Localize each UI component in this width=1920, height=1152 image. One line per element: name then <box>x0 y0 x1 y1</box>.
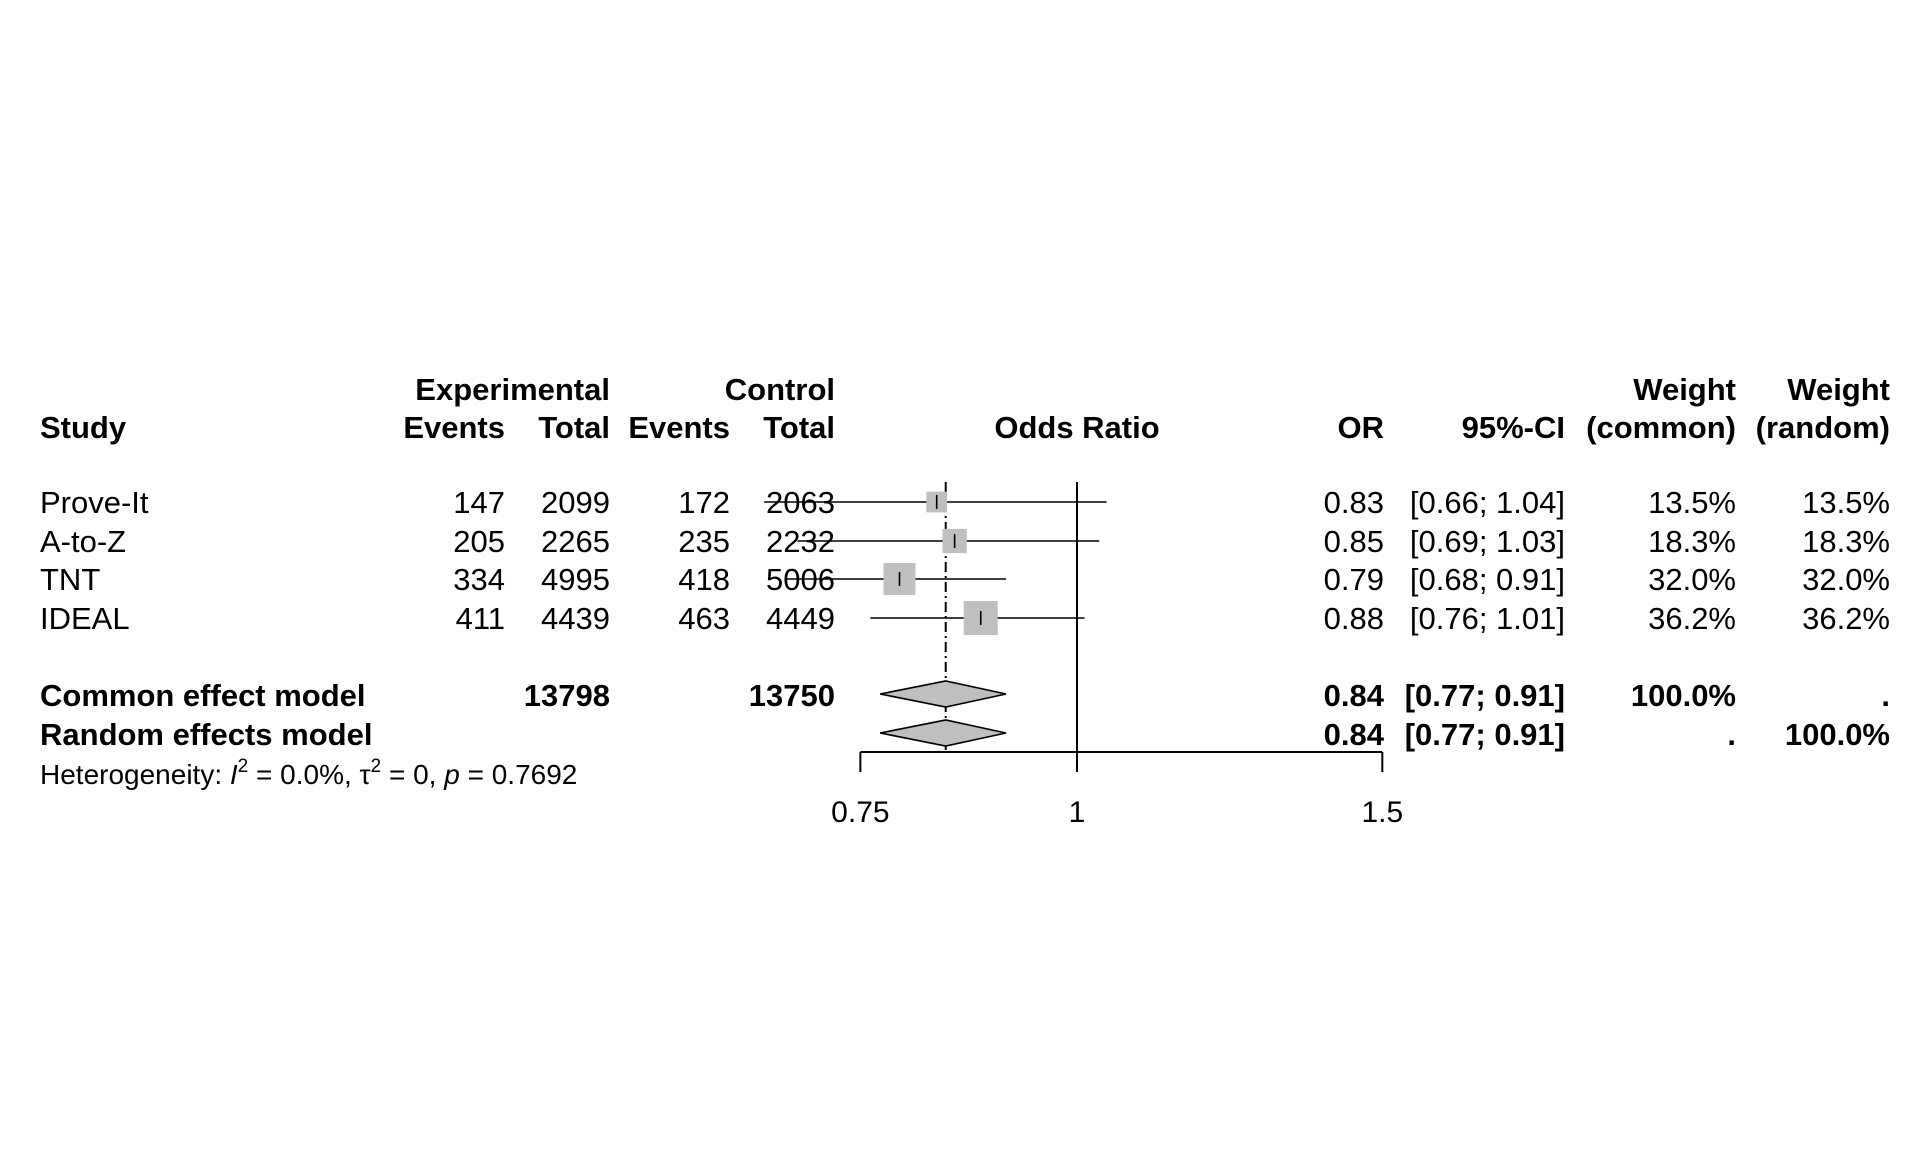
pooled-rows: Common effect model 13798 13750 0.84 [0.… <box>40 678 1890 752</box>
header-weight-common: Weight <box>1633 372 1736 407</box>
exp-events: 205 <box>453 524 505 559</box>
exp-total: 4995 <box>541 562 610 597</box>
het-p-symbol: p <box>443 759 460 790</box>
or-value: 0.85 <box>1324 524 1384 559</box>
header-ctrl-total: Total <box>763 410 835 445</box>
het-tau-symbol: τ <box>360 759 371 790</box>
or-value: 0.79 <box>1324 562 1384 597</box>
column-headers: Study Experimental Events Total Control … <box>40 372 1890 445</box>
weight-common: 13.5% <box>1648 485 1736 520</box>
pooled-name: Random effects model <box>40 717 372 752</box>
ci-value: [0.68; 0.91] <box>1410 562 1565 597</box>
study-name: A-to-Z <box>40 524 126 559</box>
plot-marks <box>764 482 1107 752</box>
random-effects-row: Random effects model 0.84 [0.77; 0.91] .… <box>40 717 1890 752</box>
pooled-weight-random: . <box>1881 678 1890 713</box>
ci-value: [0.66; 1.04] <box>1410 485 1565 520</box>
pooled-diamond <box>880 680 1007 708</box>
weight-common: 18.3% <box>1648 524 1736 559</box>
ctrl-events: 463 <box>678 601 730 636</box>
ctrl-events: 172 <box>678 485 730 520</box>
pooled-name: Common effect model <box>40 678 366 713</box>
study-name: Prove-It <box>40 485 149 520</box>
header-random: (random) <box>1756 410 1890 445</box>
header-control: Control <box>725 372 835 407</box>
het-i-value: = 0.0%, <box>248 759 359 790</box>
pooled-or: 0.84 <box>1324 717 1385 752</box>
header-common: (common) <box>1586 410 1736 445</box>
weight-random: 13.5% <box>1802 485 1890 520</box>
het-i-symbol: I <box>230 759 238 790</box>
header-ci: 95%-CI <box>1462 410 1565 445</box>
header-odds-ratio: Odds Ratio <box>994 410 1159 445</box>
common-effect-row: Common effect model 13798 13750 0.84 [0.… <box>40 678 1890 713</box>
header-weight-random: Weight <box>1787 372 1890 407</box>
pooled-ci: [0.77; 0.91] <box>1405 717 1565 752</box>
weight-random: 32.0% <box>1802 562 1890 597</box>
header-exp-total: Total <box>538 410 610 445</box>
pooled-ci: [0.77; 0.91] <box>1405 678 1565 713</box>
header-or: OR <box>1338 410 1385 445</box>
het-prefix: Heterogeneity: <box>40 759 230 790</box>
study-row: A-to-Z 205 2265 235 2232 0.85 [0.69; 1.0… <box>40 524 1890 559</box>
het-i-sup: 2 <box>238 756 249 777</box>
exp-total: 2265 <box>541 524 610 559</box>
axis-tick-label: 1 <box>1069 796 1086 829</box>
exp-total: 4439 <box>541 601 610 636</box>
study-row: IDEAL 411 4439 463 4449 0.88 [0.76; 1.01… <box>40 601 1890 636</box>
header-exp-events: Events <box>403 410 505 445</box>
exp-events: 334 <box>453 562 505 597</box>
x-axis: 0.75 1 1.5 <box>831 751 1403 829</box>
study-name: TNT <box>40 562 100 597</box>
pooled-ctrl-total: 13750 <box>749 678 835 713</box>
pooled-exp-total: 13798 <box>524 678 610 713</box>
weight-random: 18.3% <box>1802 524 1890 559</box>
het-tau-value: = 0, <box>381 759 444 790</box>
ctrl-events: 418 <box>678 562 730 597</box>
header-experimental: Experimental <box>415 372 610 407</box>
header-ctrl-events: Events <box>628 410 730 445</box>
weight-common: 32.0% <box>1648 562 1736 597</box>
axis-tick-label: 1.5 <box>1361 796 1403 829</box>
or-value: 0.83 <box>1324 485 1384 520</box>
ctrl-total: 4449 <box>766 601 835 636</box>
study-row: TNT 334 4995 418 5006 0.79 [0.68; 0.91] … <box>40 562 1890 597</box>
exp-events: 147 <box>453 485 505 520</box>
weight-common: 36.2% <box>1648 601 1736 636</box>
exp-total: 2099 <box>541 485 610 520</box>
exp-events: 411 <box>456 601 505 636</box>
pooled-weight-common: 100.0% <box>1631 678 1736 713</box>
pooled-or: 0.84 <box>1324 678 1385 713</box>
study-name: IDEAL <box>40 601 130 636</box>
pooled-weight-common: . <box>1727 717 1736 752</box>
heterogeneity-text: Heterogeneity: I2 = 0.0%, τ2 = 0, p = 0.… <box>40 756 577 790</box>
axis-tick-label: 0.75 <box>831 796 889 829</box>
ctrl-events: 235 <box>678 524 730 559</box>
ci-value: [0.76; 1.01] <box>1410 601 1565 636</box>
ci-value: [0.69; 1.03] <box>1410 524 1565 559</box>
het-tau-sup: 2 <box>371 756 382 777</box>
pooled-diamond <box>880 719 1007 747</box>
header-study: Study <box>40 410 127 445</box>
pooled-weight-random: 100.0% <box>1785 717 1890 752</box>
or-value: 0.88 <box>1324 601 1384 636</box>
het-p-value: = 0.7692 <box>460 759 578 790</box>
weight-random: 36.2% <box>1802 601 1890 636</box>
